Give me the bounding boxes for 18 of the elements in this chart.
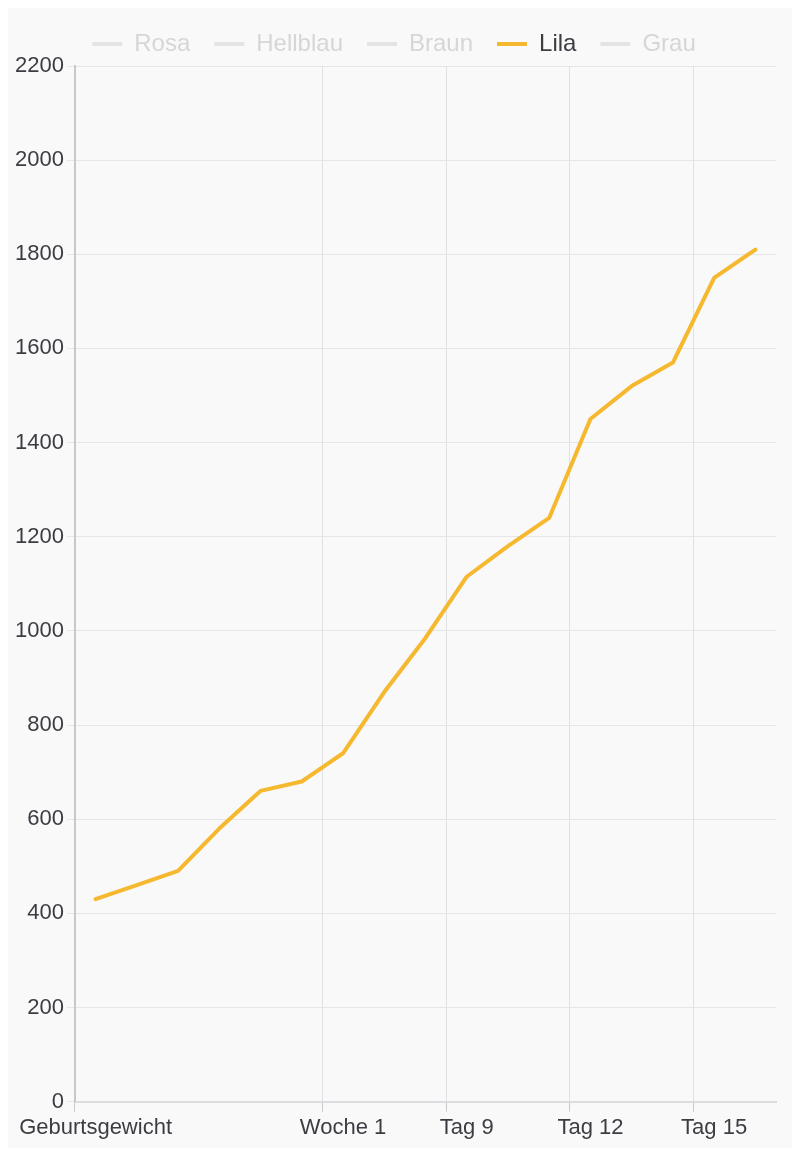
y-tick-label: 1200 xyxy=(14,522,64,548)
x-tick-label: Tag 12 xyxy=(557,1113,624,1139)
x-tick-label: Geburtsgewicht xyxy=(19,1113,172,1139)
y-tick-label: 2200 xyxy=(14,52,64,78)
y-tick-label: 0 xyxy=(51,1087,64,1113)
y-tick-label: 200 xyxy=(27,993,64,1019)
x-tick-label: Tag 9 xyxy=(439,1113,494,1139)
y-tick-label: 2000 xyxy=(14,146,64,172)
y-tick-label: 1800 xyxy=(14,240,64,266)
y-tick-label: 600 xyxy=(27,805,64,831)
y-tick-label: 1000 xyxy=(14,616,64,642)
y-tick-label: 1400 xyxy=(14,428,64,454)
legend-label: Lila xyxy=(539,28,578,56)
x-tick-label: Tag 15 xyxy=(681,1113,748,1139)
y-tick-label: 1600 xyxy=(14,334,64,360)
x-tick-label: Woche 1 xyxy=(299,1113,387,1139)
y-tick-label: 800 xyxy=(27,711,64,737)
y-tick-label: 400 xyxy=(27,899,64,925)
